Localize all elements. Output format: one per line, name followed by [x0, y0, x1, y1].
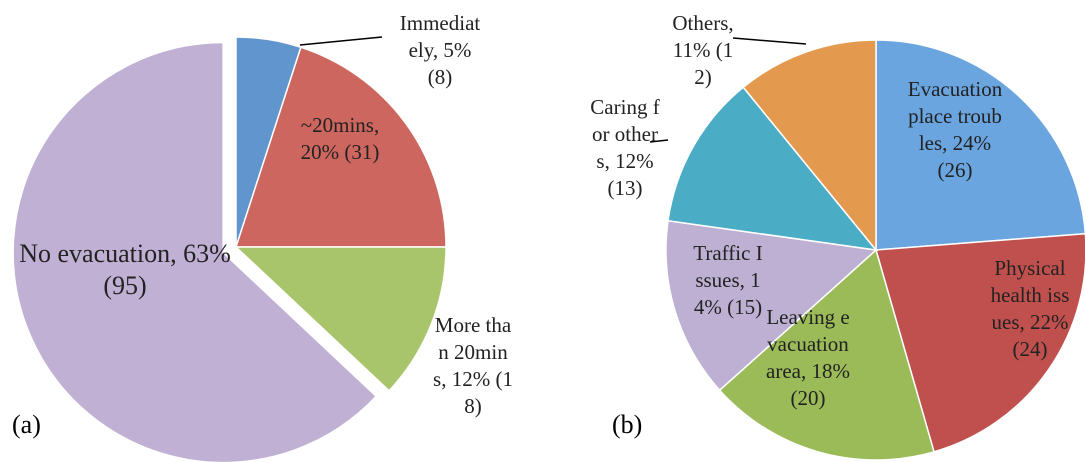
pct: 14%: [693, 268, 761, 319]
cat: ~20mins: [301, 113, 379, 137]
slice-label: Caring for others 12% (13): [589, 94, 661, 202]
pct: 22%: [1030, 310, 1069, 334]
cnt: (13): [607, 176, 643, 200]
slice-label: Leaving evacuation area 18% (20): [763, 304, 853, 412]
panel-label: (a): [12, 410, 41, 439]
pie-slice: [234, 46, 447, 248]
cnt: (24): [1012, 337, 1048, 361]
pie-slice: [718, 248, 935, 461]
pie-slice: [12, 41, 378, 462]
pie-slice: [875, 39, 1085, 251]
slice-label: Traffic Issues 14% (15): [693, 240, 763, 321]
pie-slice: [742, 39, 877, 253]
cat: Others: [672, 11, 733, 35]
slice-label: Physical health issues 22% (24): [990, 255, 1070, 363]
pct: 5%: [443, 38, 472, 62]
cnt: (31): [344, 140, 380, 164]
slice-label: More than 20mins 12% (18): [433, 312, 513, 420]
slice-label: Evacuation place troubles 24% (26): [908, 76, 1003, 184]
slice-label: No evacuation 63% (95): [5, 238, 245, 302]
leader-line: [732, 37, 807, 45]
cat: No evacuation: [19, 239, 176, 268]
cnt: (8): [427, 65, 453, 89]
pct: 12%: [451, 367, 491, 391]
pct: 11%: [672, 38, 711, 62]
slice-label: Immediately 5% (8): [399, 10, 481, 91]
cnt: (26): [937, 158, 973, 182]
panel-label: (b): [612, 410, 643, 439]
cnt: (18): [464, 367, 513, 418]
slice-label: ~20mins 20% (31): [300, 112, 380, 166]
cnt: (20): [790, 386, 826, 410]
pct: 63%: [183, 239, 231, 268]
pct: 18%: [811, 359, 850, 383]
leader-line: [649, 139, 669, 143]
pie-slice: [667, 86, 878, 252]
pct: 12%: [615, 149, 654, 173]
pie-slice: [234, 246, 447, 392]
pie-slice: [875, 232, 1085, 453]
leader-line: [299, 36, 383, 46]
cnt: (95): [103, 271, 147, 300]
pie-slice: [665, 219, 878, 392]
cnt: (15): [727, 295, 763, 319]
pct: 20%: [300, 140, 340, 164]
pct: 24%: [952, 131, 992, 155]
cnt: (12): [694, 38, 734, 89]
slice-label: Others 11% (12): [668, 10, 738, 91]
